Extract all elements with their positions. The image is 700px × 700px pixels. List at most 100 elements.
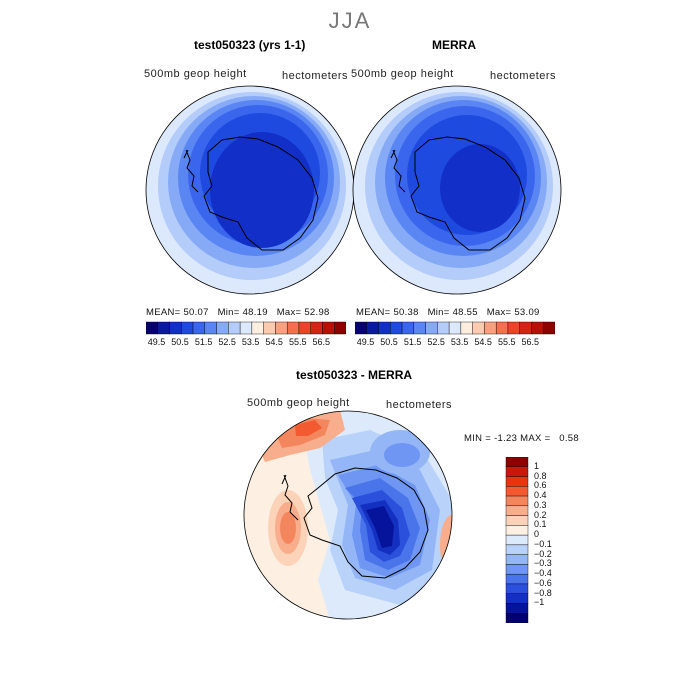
panel2-colorbar-swatch: [355, 321, 367, 335]
diff-colorbar-swatch: [505, 525, 529, 536]
diff-colorbar-tick-label: 0.4: [534, 490, 547, 501]
panel1-units-label: hectometers: [282, 70, 349, 82]
diff-minmax: MIN = -1.23 MAX = 0.58: [464, 433, 579, 444]
panel2-colorbar-swatch: [425, 321, 438, 335]
panel1-colorbar-swatch: [204, 321, 217, 335]
panel1-mean-value: 50.07: [183, 307, 209, 318]
diff-colorbar-tick-label: 0: [534, 529, 540, 540]
panel1-colorbar-ticks: 49.5 50.5 51.5 52.5 53.5 54.5 55.5 56.5: [146, 337, 346, 349]
diff-colorbar-swatch: [505, 544, 529, 555]
panel2-colorbar-swatch: [543, 321, 555, 335]
panel1-colorbar-swatch: [181, 321, 194, 335]
panel2-max-value: 53.09: [514, 307, 540, 318]
panel1-colorbar-tick-label: 56.5: [312, 337, 330, 347]
panel1-colorbar-tick-label: 49.5: [147, 337, 166, 347]
panel2-units-label: hectometers: [490, 70, 557, 82]
diff-colorbar-swatch: [505, 573, 529, 585]
panel1-colorbar-swatch: [263, 321, 276, 335]
diff-map: [244, 411, 452, 619]
diff-colorbar-swatch: [505, 564, 529, 575]
diff-colorbar-swatch: [505, 554, 529, 565]
diff-colorbar-tick-label: 0.6: [534, 480, 547, 491]
panel2-colorbar-tick-label: 49.5: [356, 337, 375, 347]
diff-colorbar-swatch: [505, 613, 529, 623]
panel2-var-label: 500mb geop height: [351, 68, 454, 80]
panel2-colorbar-tick-label: 53.5: [450, 337, 469, 347]
panel2-colorbar-swatch: [390, 321, 403, 335]
panel2-colorbar-swatch: [531, 321, 544, 335]
diff-colorbar-tick-label: 0.3: [534, 499, 547, 510]
panel1-colorbar-tick-label: 55.5: [288, 337, 307, 347]
diff-colorbar-tick-label: −0.4: [534, 568, 552, 579]
panel2-colorbar-swatch: [484, 321, 497, 335]
panel1-colorbar-swatch: [192, 321, 206, 335]
diff-colorbar-swatch: [505, 593, 529, 604]
panel1-colorbar-tick-label: 51.5: [194, 337, 213, 347]
panel1-max-label: Max=: [276, 307, 302, 318]
panel1-colorbar-swatch: [216, 321, 229, 335]
panel1-colorbar-swatch: [310, 321, 323, 335]
panel2-colorbar-swatch: [460, 321, 473, 335]
diff-colorbar-swatch: [505, 476, 529, 487]
diff-colorbar-swatch: [505, 515, 529, 526]
panel2-title: MERRA: [432, 38, 476, 52]
panel2-colorbar-swatch: [472, 321, 485, 335]
panel2-colorbar-swatch: [495, 321, 509, 335]
panel1-stats: MEAN= 50.07 Min= 48.19 Max= 52.98: [146, 307, 330, 318]
diff-title: test050323 - MERRA: [296, 368, 413, 382]
diff-colorbar-tick-label: −1: [534, 597, 545, 608]
panel1-max-value: 52.98: [304, 307, 330, 318]
panel1-map: [146, 86, 354, 294]
panel2-colorbar-tick-label: 50.5: [380, 337, 398, 347]
panel2-colorbar-swatch: [507, 321, 520, 335]
panel1-colorbar-swatch: [334, 321, 346, 335]
panel1-colorbar: [146, 321, 346, 335]
panel1-colorbar-swatch: [275, 321, 288, 335]
panel2-colorbar-tick-label: 55.5: [497, 337, 516, 347]
panel1-colorbar-swatch: [146, 321, 158, 335]
panel1-colorbar-tick-label: 50.5: [171, 337, 189, 347]
panel1-colorbar-swatch: [169, 321, 182, 335]
panel1-colorbar-swatch: [286, 321, 300, 335]
panel1-title: test050323 (yrs 1-1): [194, 38, 306, 52]
diff-colorbar-swatch: [505, 457, 529, 467]
panel1-min-value: 48.19: [242, 307, 268, 318]
panel2-colorbar-swatch: [413, 321, 426, 335]
panel1-colorbar-swatch: [157, 321, 170, 335]
diff-colorbar-ticks: 1 0.8 0.6 0.4 0.3 0.2 0.1 0 −0.1 −0.2 −0.3 −0.4 −0.6…: [534, 457, 574, 623]
panel1-mean-label: MEAN=: [146, 307, 181, 318]
diff-colorbar-tick-label: 0.1: [534, 519, 547, 530]
panel2-colorbar-swatch: [448, 321, 462, 335]
diff-colorbar-tick-label: −0.3: [534, 558, 552, 569]
panel1-colorbar-swatch: [251, 321, 264, 335]
panel2-colorbar-swatch: [366, 321, 379, 335]
diff-colorbar-tick-label: −0.1: [534, 538, 552, 549]
panel2-colorbar-swatch: [519, 321, 532, 335]
panel1-colorbar-tick-label: 53.5: [241, 337, 260, 347]
panel2-colorbar-swatch: [378, 321, 391, 335]
panel2-colorbar-ticks: 49.5 50.5 51.5 52.5 53.5 54.5 55.5 56.5: [355, 337, 555, 349]
panel2-max-label: Max=: [486, 307, 512, 318]
panel1-colorbar-tick-label: 52.5: [218, 337, 236, 347]
diff-coastline: [303, 467, 429, 579]
panel1-colorbar-swatch: [298, 321, 311, 335]
diff-colorbar-swatch: [505, 486, 529, 497]
figure-title: JJA: [328, 8, 372, 33]
diff-colorbar-tick-label: 0.8: [534, 470, 547, 481]
diff-colorbar-swatch: [505, 505, 529, 516]
diff-colorbar: [505, 457, 529, 623]
panel1-colorbar-swatch: [322, 321, 335, 335]
panel2-mean-value: 50.38: [393, 307, 419, 318]
panel1-colorbar-swatch: [228, 321, 241, 335]
diff-colorbar-tick-label: −0.8: [534, 587, 552, 598]
diff-var-label: 500mb geop height: [247, 397, 350, 409]
panel2-colorbar-tick-label: 52.5: [427, 337, 445, 347]
panel2-mean-label: MEAN=: [356, 307, 391, 318]
panel1-colorbar-swatch: [239, 321, 253, 335]
diff-max-label: MAX =: [520, 433, 551, 444]
diff-colorbar-swatch: [505, 495, 529, 507]
diff-colorbar-swatch: [505, 583, 529, 594]
panel2-min-value: 48.55: [452, 307, 478, 318]
diff-colorbar-swatch: [505, 603, 529, 614]
